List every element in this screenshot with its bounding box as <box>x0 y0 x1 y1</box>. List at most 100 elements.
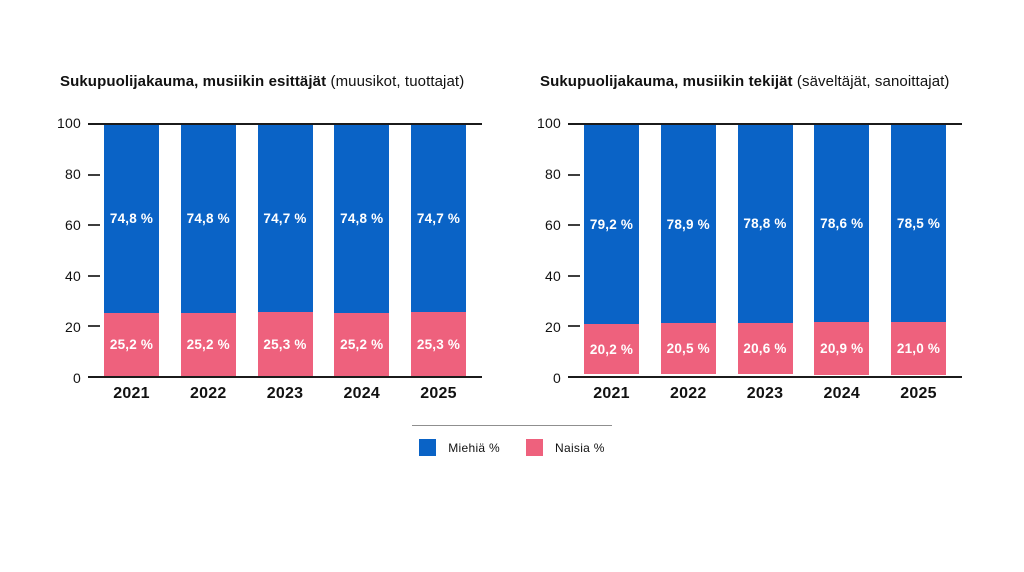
chart-music-performers: Sukupuolijakauma, musiikin esittäjät (mu… <box>57 72 482 403</box>
y-tick-mark <box>88 274 100 277</box>
bar-value-label: 25,2 % <box>340 336 384 352</box>
bar-segment: 25,2 % <box>334 312 390 376</box>
bar-segment: 20,6 % <box>737 322 793 375</box>
bar-segment: 78,5 % <box>891 125 946 323</box>
bar-value-label: 21,0 % <box>896 340 941 356</box>
y-axis: 0 20 40 60 80 100 <box>537 115 568 386</box>
y-tick-mark <box>88 224 100 227</box>
bar-value-label: 20,6 % <box>743 341 787 357</box>
plot-row: 0 20 40 60 80 100 74,8 % 25,2 % 74,8 % 25,2 % 74,… <box>57 115 482 386</box>
plot-area: 79,2 % 20,2 % 78,9 % 20,5 % 78,8 % 20,6 % 78,6… <box>568 123 962 378</box>
legend-label-women: Naisia % <box>555 440 605 455</box>
bar-value-label: 25,3 % <box>263 336 307 352</box>
stacked-bar-2025: 74,7 % 25,3 % <box>411 125 466 376</box>
bar-segment: 20,9 % <box>814 322 870 375</box>
x-tick-label: 2022 <box>670 385 707 402</box>
stacked-bar-2024: 78,6 % 20,9 % <box>814 125 870 376</box>
plot-area: 74,8 % 25,2 % 74,8 % 25,2 % 74,7 % 25,3 % 74,8… <box>88 123 482 378</box>
bar-segment: 25,2 % <box>104 312 159 376</box>
bar-segment: 25,2 % <box>180 312 236 376</box>
bar-segment: 25,3 % <box>411 312 466 376</box>
x-tick-label: 2022 <box>190 385 227 402</box>
y-tick-label: 60 <box>65 217 81 233</box>
y-tick-label: 40 <box>65 268 81 284</box>
bar-segment: 21,0 % <box>891 322 946 375</box>
bar-segment: 79,2 % <box>584 125 639 324</box>
chart-title: Sukupuolijakauma, musiikin tekijät (säve… <box>540 72 962 91</box>
chart-title: Sukupuolijakauma, musiikin esittäjät (mu… <box>60 72 482 91</box>
bar-value-label: 25,3 % <box>416 336 461 352</box>
y-tick-mark <box>568 174 580 177</box>
x-tick-label: 2023 <box>266 385 304 402</box>
x-tick-label: 2024 <box>343 385 380 402</box>
bar-value-label: 79,2 % <box>589 216 634 232</box>
stacked-bar-2023: 74,7 % 25,3 % <box>257 125 313 376</box>
chart-title-bold: Sukupuolijakauma, musiikin tekijät <box>540 73 793 90</box>
x-axis: 2021 2022 2023 2024 2025 <box>88 385 482 403</box>
bar-segment: 78,9 % <box>660 125 716 324</box>
y-tick-label: 60 <box>545 217 561 233</box>
bar-segment: 74,8 % <box>104 125 159 313</box>
legend-item-women: Naisia % <box>526 439 605 456</box>
plot-row: 0 20 40 60 80 100 79,2 % 20,2 % 78,9 % 20,5 % 78,… <box>537 115 962 386</box>
y-tick-label: 20 <box>65 319 81 335</box>
bar-segment: 74,8 % <box>334 125 390 313</box>
y-tick-label: 40 <box>545 268 561 284</box>
x-tick-label: 2021 <box>593 385 630 402</box>
y-tick-mark <box>88 174 100 177</box>
y-tick-label: 0 <box>553 370 561 386</box>
chart-title-bold: Sukupuolijakauma, musiikin esittäjät <box>60 73 327 90</box>
women-color-swatch <box>526 439 543 456</box>
legend-items: Miehiä % Naisia % <box>419 439 605 456</box>
bar-value-label: 74,8 % <box>109 211 154 227</box>
stacked-bar-2025: 78,5 % 21,0 % <box>891 125 946 376</box>
stacked-bar-2021: 74,8 % 25,2 % <box>104 125 159 376</box>
legend: Miehiä % Naisia % <box>0 425 1024 456</box>
bar-value-label: 20,5 % <box>666 341 710 357</box>
bar-value-label: 74,8 % <box>186 211 230 227</box>
men-color-swatch <box>419 439 437 456</box>
bar-value-label: 20,2 % <box>589 341 634 357</box>
legend-label-men: Miehiä % <box>448 440 500 455</box>
stacked-bar-2023: 78,8 % 20,6 % <box>737 125 793 376</box>
legend-divider <box>412 425 612 426</box>
y-tick-mark <box>568 274 580 277</box>
chart-music-creators: Sukupuolijakauma, musiikin tekijät (säve… <box>537 72 962 403</box>
y-tick-label: 20 <box>545 319 561 335</box>
y-tick-label: 100 <box>537 115 561 131</box>
x-tick-label: 2021 <box>113 385 150 402</box>
bar-value-label: 25,2 % <box>186 336 230 352</box>
bar-value-label: 74,7 % <box>263 211 307 227</box>
y-tick-label: 0 <box>73 370 81 386</box>
x-tick-label: 2024 <box>823 385 860 402</box>
y-tick-label: 80 <box>65 166 81 182</box>
bar-value-label: 20,9 % <box>820 341 864 356</box>
stacked-bar-2022: 78,9 % 20,5 % <box>660 125 716 376</box>
chart-title-note: (muusikot, tuottajat) <box>330 73 465 90</box>
y-tick-label: 100 <box>57 115 81 131</box>
bar-segment: 74,7 % <box>411 125 466 313</box>
y-axis: 0 20 40 60 80 100 <box>57 115 88 386</box>
bar-segment: 74,8 % <box>180 125 236 313</box>
bar-value-label: 74,8 % <box>340 211 384 227</box>
bar-value-label: 78,6 % <box>820 216 864 232</box>
x-axis: 2021 2022 2023 2024 2025 <box>568 385 962 403</box>
x-tick-label: 2025 <box>900 385 937 402</box>
bar-value-label: 25,2 % <box>109 336 154 352</box>
x-tick-label: 2025 <box>420 385 457 402</box>
legend-item-men: Miehiä % <box>419 439 500 456</box>
y-tick-mark <box>568 224 580 227</box>
bar-segment: 25,3 % <box>257 312 313 376</box>
x-tick-label: 2023 <box>746 385 784 402</box>
bar-value-label: 74,7 % <box>416 211 461 227</box>
bar-value-label: 78,9 % <box>666 216 710 232</box>
stacked-bar-2022: 74,8 % 25,2 % <box>180 125 236 376</box>
chart-title-note: (säveltäjät, sanoittajat) <box>796 73 950 90</box>
bar-segment: 20,5 % <box>660 323 716 375</box>
bar-segment: 78,8 % <box>737 125 793 323</box>
stacked-bar-2021: 79,2 % 20,2 % <box>584 125 639 376</box>
bar-value-label: 78,5 % <box>896 216 941 232</box>
bar-value-label: 78,8 % <box>743 216 787 232</box>
y-tick-label: 80 <box>545 166 561 182</box>
charts-row: Sukupuolijakauma, musiikin esittäjät (mu… <box>0 72 1024 403</box>
